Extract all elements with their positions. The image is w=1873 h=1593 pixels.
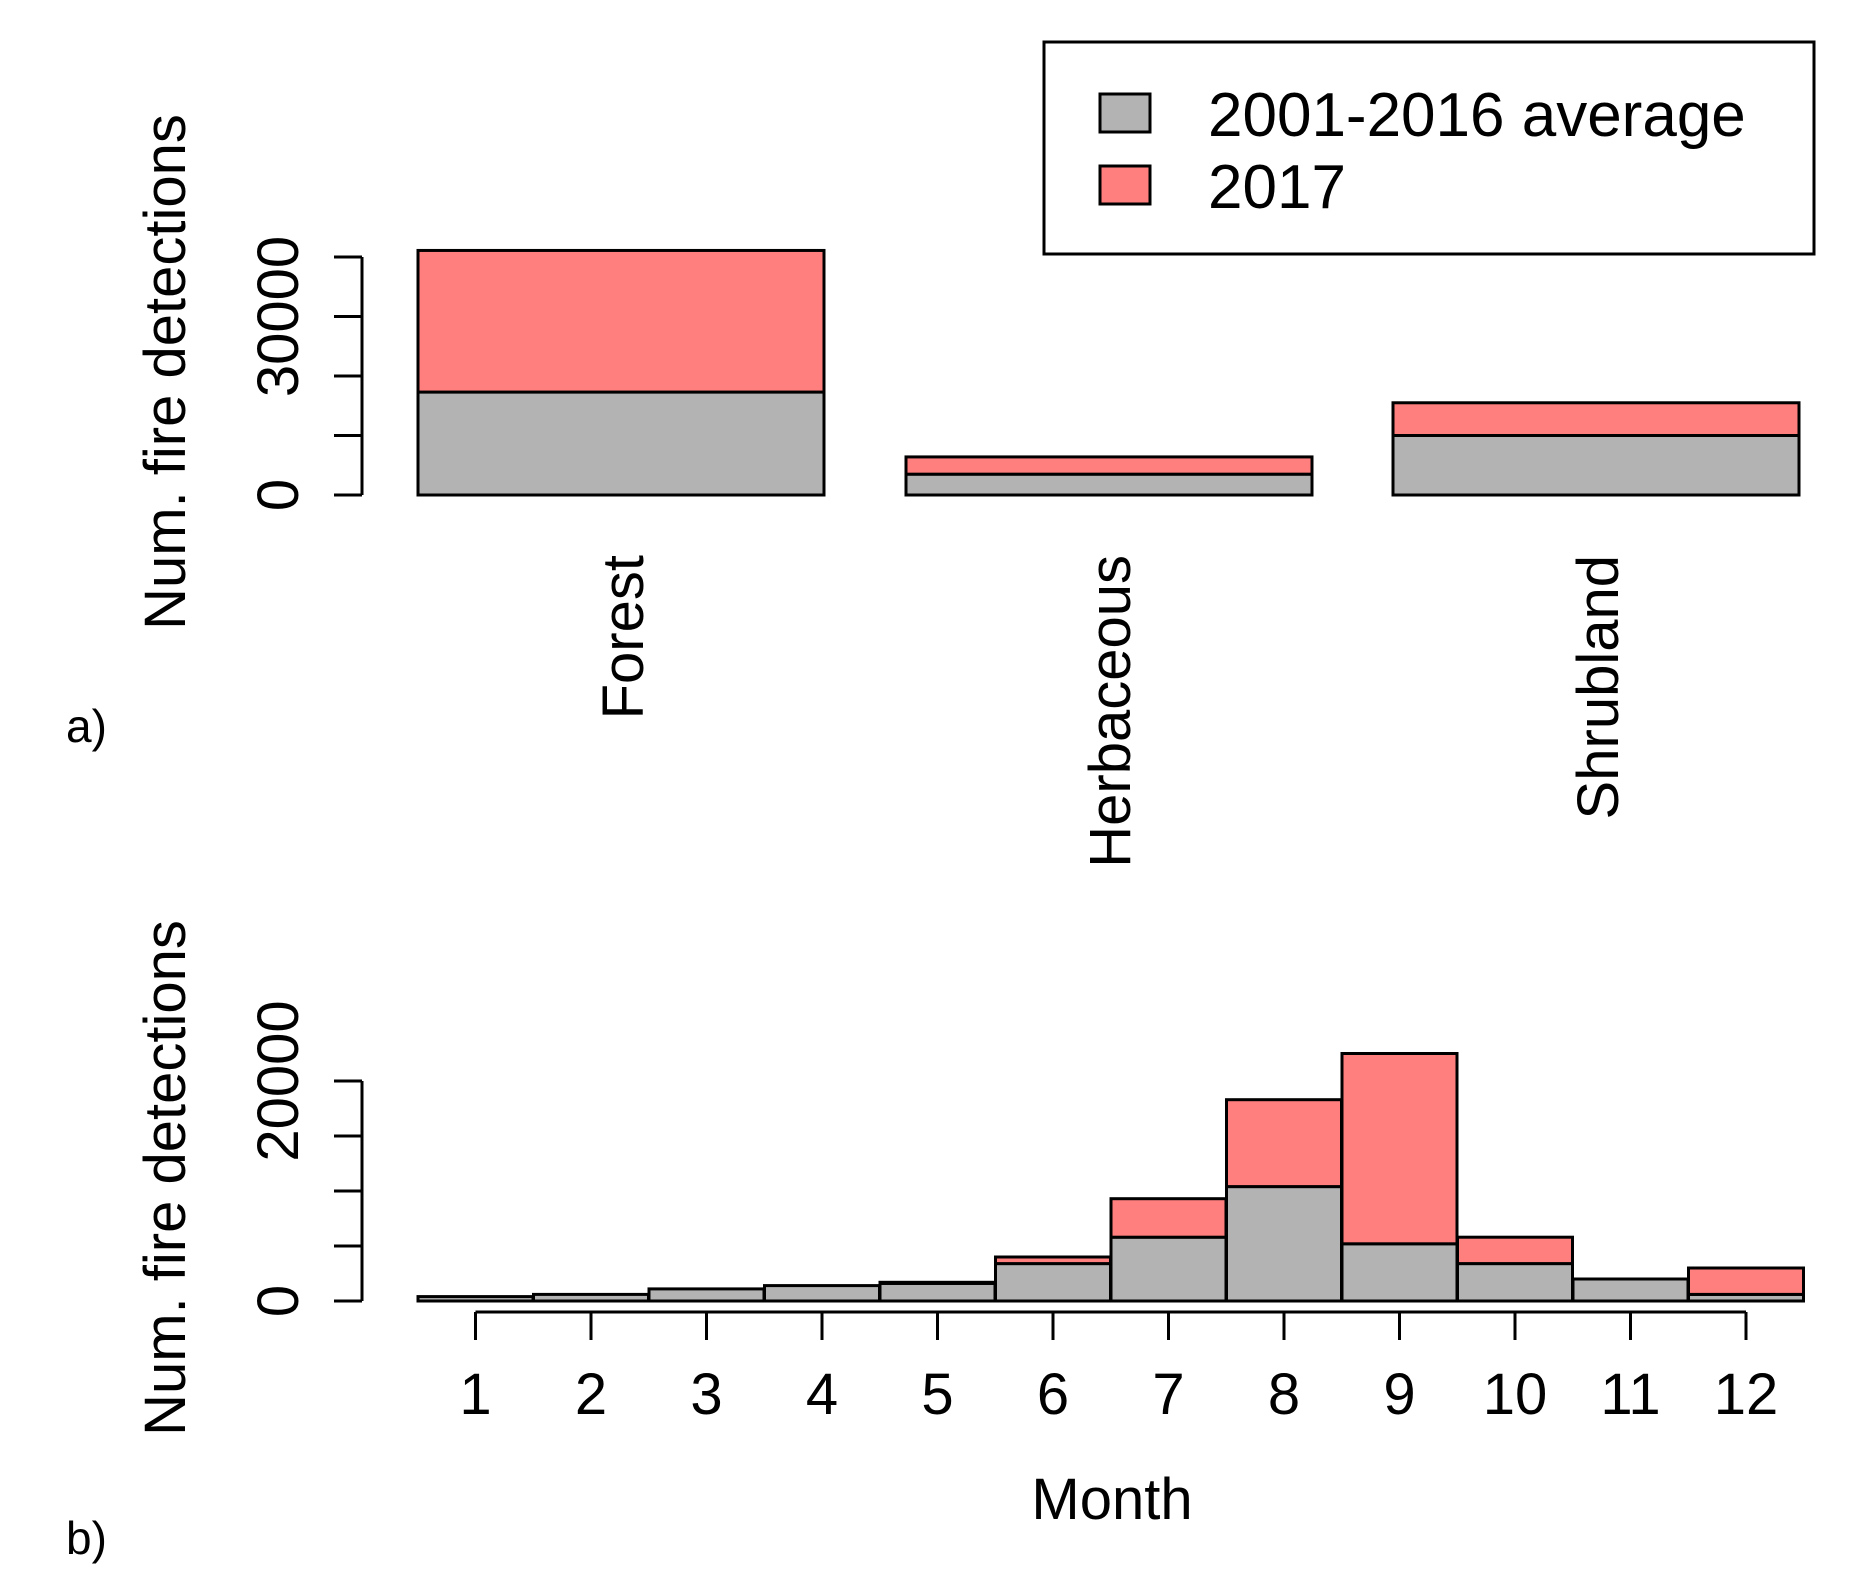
month-label-8: 8 bbox=[1268, 1362, 1300, 1427]
bar-shrubland-2017 bbox=[1391, 401, 1801, 437]
panel-b-tag: b) bbox=[66, 1512, 107, 1564]
legend-swatch-2017 bbox=[1098, 164, 1152, 206]
month-label-12: 12 bbox=[1714, 1362, 1779, 1427]
bar-month-2-avg bbox=[532, 1292, 650, 1303]
month-label-9: 9 bbox=[1383, 1362, 1415, 1427]
bar-month-8-2017 bbox=[1225, 1098, 1343, 1189]
panel-b-bars bbox=[416, 1052, 1805, 1303]
bar-month-4-avg bbox=[763, 1284, 881, 1303]
bar-month-10-avg bbox=[1456, 1262, 1574, 1303]
bar-herbaceous-2017 bbox=[904, 455, 1314, 476]
panel-a-y-tick-label: 30000 bbox=[246, 236, 311, 397]
panel-a-y-axis: 0 30000 bbox=[246, 236, 364, 511]
bar-herbaceous-avg bbox=[904, 472, 1314, 497]
panel-a-tag: a) bbox=[66, 700, 107, 752]
bar-month-8-avg bbox=[1225, 1185, 1343, 1303]
bar-month-5-2017 bbox=[878, 1280, 997, 1285]
month-label-6: 6 bbox=[1037, 1362, 1069, 1427]
bar-forest-avg bbox=[416, 390, 826, 497]
panel-b-x-axis: 1 2 3 4 5 6 7 8 9 10 11 12 bbox=[459, 1310, 1779, 1427]
bar-month-6-avg bbox=[994, 1262, 1112, 1303]
month-label-1: 1 bbox=[459, 1362, 491, 1427]
month-label-10: 10 bbox=[1483, 1362, 1548, 1427]
month-label-2: 2 bbox=[575, 1362, 607, 1427]
panel-b-y-axis: 0 20000 bbox=[246, 1000, 364, 1317]
bar-month-9-2017 bbox=[1340, 1052, 1459, 1246]
month-label-4: 4 bbox=[806, 1362, 838, 1427]
bar-month-10-2017 bbox=[1456, 1235, 1574, 1266]
category-label-herbaceous: Herbaceous bbox=[1078, 555, 1143, 868]
legend-swatch-avg bbox=[1098, 92, 1152, 134]
bar-month-7-avg bbox=[1109, 1235, 1228, 1303]
bar-forest-2017 bbox=[416, 248, 826, 394]
bar-month-6-2017 bbox=[994, 1255, 1112, 1266]
month-label-3: 3 bbox=[690, 1362, 722, 1427]
legend-label-avg: 2001-2016 average bbox=[1208, 81, 1746, 150]
category-label-forest: Forest bbox=[591, 555, 656, 719]
panel-b-y-axis-title: Num. fire detections bbox=[133, 920, 198, 1436]
bar-month-12-2017 bbox=[1687, 1266, 1805, 1296]
month-label-5: 5 bbox=[921, 1362, 953, 1427]
panel-a-bars bbox=[416, 248, 1801, 497]
bar-month-9-avg bbox=[1340, 1242, 1459, 1303]
bar-month-11-avg bbox=[1571, 1277, 1690, 1303]
bar-month-1-avg bbox=[416, 1295, 535, 1303]
category-label-shrubland: Shrubland bbox=[1566, 555, 1631, 819]
legend-label-2017: 2017 bbox=[1208, 153, 1346, 222]
panel-b-y-tick-label: 0 bbox=[246, 1285, 311, 1317]
bar-month-7-2017 bbox=[1109, 1197, 1228, 1239]
bar-month-3-avg bbox=[647, 1287, 766, 1303]
month-label-11: 11 bbox=[1600, 1362, 1660, 1427]
panel-a-y-tick-label: 0 bbox=[246, 479, 311, 511]
panel-b-y-tick-label: 20000 bbox=[246, 1000, 311, 1161]
legend-box bbox=[1042, 40, 1816, 256]
month-label-7: 7 bbox=[1152, 1362, 1184, 1427]
panel-b-x-axis-title: Month bbox=[1031, 1467, 1192, 1532]
legend: 2001-2016 average 2017 bbox=[1042, 40, 1816, 256]
bar-month-5-avg bbox=[878, 1281, 997, 1303]
panel-a-y-axis-title: Num. fire detections bbox=[133, 114, 198, 630]
bar-shrubland-avg bbox=[1391, 434, 1801, 497]
panel-a-category-labels: Forest Herbaceous Shrubland bbox=[591, 555, 1631, 868]
panel-a: 0 30000 Forest Herbaceous Shrubland Num. fi… bbox=[66, 114, 1801, 868]
